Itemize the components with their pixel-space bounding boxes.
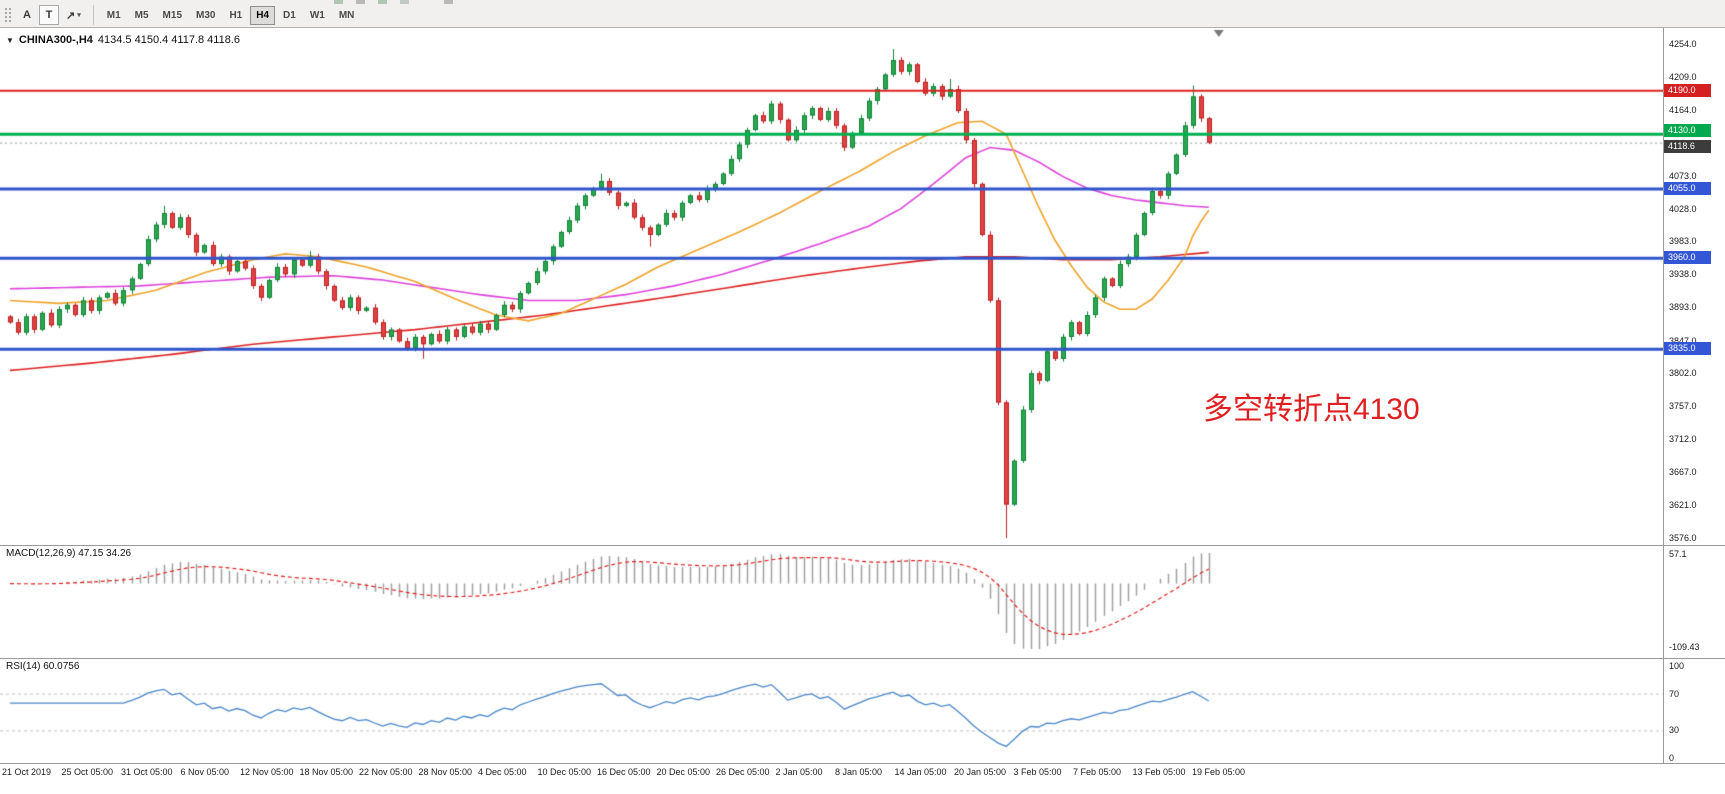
symbol-dropdown-icon[interactable]: ▼ <box>6 35 14 45</box>
price-tick-label: 4164.0 <box>1669 104 1697 115</box>
macd-axis-max: 57.1 <box>1669 549 1687 559</box>
time-axis-label: 8 Jan 05:00 <box>835 767 883 777</box>
price-tick-label: 3667.0 <box>1669 466 1697 477</box>
timeframe-button-m5[interactable]: M5 <box>134 9 149 21</box>
price-level-badge-4130-0: 4130.0 <box>1664 124 1711 138</box>
rsi-axis-label: 100 <box>1669 661 1685 671</box>
toolbar-separator <box>92 5 94 25</box>
arrow-tools-button[interactable]: ↗ ▾ <box>61 5 86 25</box>
price-tick-label: 3847.0 <box>1669 335 1697 346</box>
macd-label: MACD(12,26,9) 47.15 34.26 <box>6 548 131 559</box>
toolbar-grip[interactable] <box>3 6 12 24</box>
time-axis-label: 3 Feb 05:00 <box>1013 767 1062 777</box>
time-axis-label: 31 Oct 05:00 <box>121 767 173 777</box>
main-chart-panel: ▼ CHINA300-,H4 4134.5 4150.4 4117.8 4118… <box>0 28 1663 545</box>
cropped-icon-fragment <box>334 0 343 4</box>
ohlc-values: 4134.5 4150.4 4117.8 4118.6 <box>97 34 241 46</box>
price-chart-canvas[interactable] <box>0 28 1663 545</box>
price-tick-label: 4254.0 <box>1669 39 1697 49</box>
time-axis-label: 6 Nov 05:00 <box>180 767 230 777</box>
time-axis-label: 12 Nov 05:00 <box>240 767 294 777</box>
chart-annotation-text[interactable]: 多空转折点4130 <box>1203 393 1420 426</box>
cursor-tool-button[interactable]: A <box>23 9 31 21</box>
time-axis-label: 20 Jan 05:00 <box>954 767 1007 777</box>
price-tick-label: 3893.0 <box>1669 302 1697 313</box>
price-tick-label: 4073.0 <box>1669 170 1697 181</box>
time-axis-label: 26 Dec 05:00 <box>716 767 770 777</box>
timeframe-button-mn[interactable]: MN <box>338 9 355 21</box>
price-tick-label: 3983.0 <box>1669 236 1697 247</box>
arrow-tools-icon: ↗ <box>66 9 76 22</box>
toolbar-row: A T ↗ ▾ M1 M5 M15 M30 H1 H4 D1 W1 MN <box>2 5 361 25</box>
timeframe-button-d1[interactable]: D1 <box>283 9 296 21</box>
panel-separator <box>0 545 1725 546</box>
time-axis-label: 21 Oct 2019 <box>2 767 52 777</box>
timeframe-button-m1[interactable]: M1 <box>106 9 121 21</box>
price-axis[interactable]: 4254.0 4209.0 4164.0 4073.0 4028.0 3983.0 3938… <box>1663 28 1725 763</box>
timeframe-button-m15[interactable]: M15 <box>162 9 182 21</box>
time-axis-label: 16 Dec 05:00 <box>597 767 651 777</box>
price-level-badge-4190-0: 4190.0 <box>1664 83 1711 97</box>
price-tick-label: 3938.0 <box>1669 269 1697 280</box>
rsi-panel: RSI(14) 60.0756 <box>0 658 1663 763</box>
symbol-label: CHINA300-,H4 <box>18 34 93 46</box>
time-axis-label: 25 Oct 05:00 <box>61 767 114 777</box>
time-axis-label: 28 Nov 05:00 <box>418 767 473 777</box>
time-axis-label: 14 Jan 05:00 <box>894 767 947 777</box>
price-level-badge-4118-6: 4118.6 <box>1664 139 1711 153</box>
rsi-value: 60.0756 <box>43 661 80 672</box>
price-tick-label: 4028.0 <box>1669 203 1697 214</box>
price-tick-label: 4209.0 <box>1669 71 1697 82</box>
time-axis-label: 20 Dec 05:00 <box>656 767 711 777</box>
chart-symbol-line: ▼ CHINA300-,H4 4134.5 4150.4 4117.8 4118… <box>6 34 240 46</box>
toolbar: A T ↗ ▾ M1 M5 M15 M30 H1 H4 D1 W1 MN <box>0 0 1725 28</box>
rsi-label: RSI(14) 60.0756 <box>6 661 79 672</box>
panel-separator <box>0 763 1725 764</box>
macd-axis-min: -109.43 <box>1669 642 1700 652</box>
cropped-icon-fragment <box>356 0 365 4</box>
price-tick-label: 3576.0 <box>1669 533 1697 543</box>
timeframe-button-h1[interactable]: H1 <box>229 9 243 21</box>
time-axis-label: 19 Feb 05:00 <box>1192 767 1246 777</box>
rsi-canvas[interactable] <box>0 658 1663 763</box>
time-axis-label: 18 Nov 05:00 <box>299 767 354 777</box>
price-level-badge-3835-0: 3835.0 <box>1664 342 1711 356</box>
macd-panel: MACD(12,26,9) 47.15 34.26 <box>0 545 1663 658</box>
macd-canvas[interactable] <box>0 545 1663 658</box>
price-tick-label: 3757.0 <box>1669 401 1697 412</box>
time-axis-label: 22 Nov 05:00 <box>359 767 413 777</box>
cropped-icon-fragment <box>378 0 387 4</box>
cropped-icon-fragment <box>400 0 409 4</box>
rsi-name: RSI(14) <box>6 661 41 672</box>
rsi-axis-label: 70 <box>1669 688 1680 699</box>
time-axis-label: 13 Feb 05:00 <box>1132 767 1186 777</box>
macd-name: MACD(12,26,9) <box>6 548 76 559</box>
time-axis-label: 2 Jan 05:00 <box>775 767 823 777</box>
macd-values: 47.15 34.26 <box>78 548 132 559</box>
price-tick-label: 3802.0 <box>1669 368 1697 379</box>
rsi-axis-label: 0 <box>1669 753 1675 763</box>
rsi-axis-label: 30 <box>1669 725 1680 736</box>
price-level-badge-3960-0: 3960.0 <box>1664 251 1711 265</box>
time-axis-label: 7 Feb 05:00 <box>1073 767 1122 777</box>
timeframe-toolbar: M1 M5 M15 M30 H1 H4 D1 W1 MN <box>100 5 362 25</box>
timeframe-button-h4[interactable]: H4 <box>250 5 276 25</box>
panel-separator <box>0 658 1725 659</box>
timeframe-button-m30[interactable]: M30 <box>196 9 216 21</box>
price-tick-label: 3712.0 <box>1669 433 1697 444</box>
cropped-icon-fragment <box>444 0 453 4</box>
chevron-down-icon: ▾ <box>77 12 81 19</box>
time-axis-label: 10 Dec 05:00 <box>537 767 592 777</box>
time-axis-label: 4 Dec 05:00 <box>478 767 527 777</box>
timeframe-button-w1[interactable]: W1 <box>309 9 325 21</box>
text-tool-button[interactable]: T <box>39 5 59 25</box>
time-axis[interactable]: 21 Oct 2019 25 Oct 05:00 31 Oct 05:00 6 Nov… <box>0 763 1725 783</box>
price-level-badge-4055-0: 4055.0 <box>1664 181 1711 195</box>
price-tick-label: 3621.0 <box>1669 500 1697 511</box>
